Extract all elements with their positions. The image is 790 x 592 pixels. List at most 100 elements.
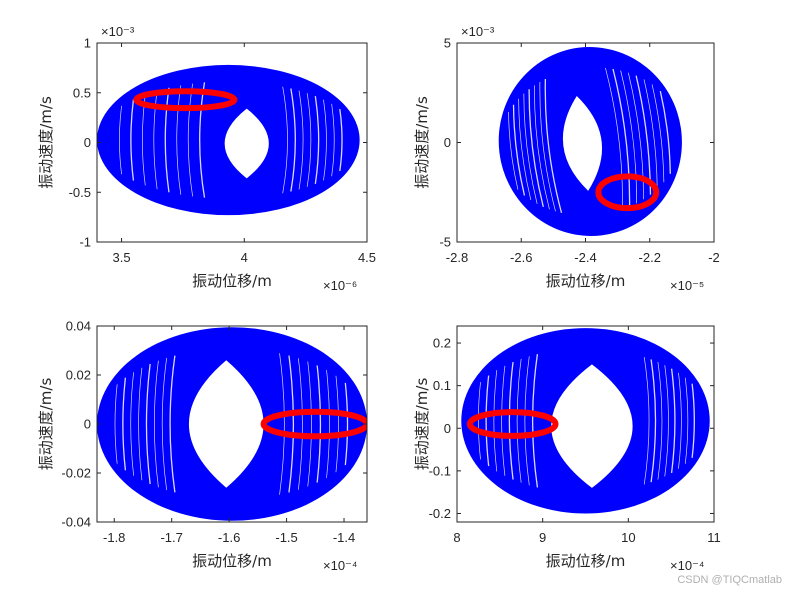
- orbit-gap-line: [627, 72, 644, 200]
- orbit-gap-line: [516, 358, 522, 483]
- orbit-gap-line: [605, 67, 623, 210]
- orbit-gap-line: [651, 84, 665, 183]
- orbit-gap-line: [282, 86, 288, 194]
- x-exponent-label: ×10⁻⁵: [670, 278, 704, 293]
- orbit-gap-line: [684, 377, 689, 464]
- orbit-gap-line: [544, 79, 563, 214]
- orbit-band: [97, 64, 360, 216]
- orbit-gap-line: [153, 90, 158, 190]
- orbit-gap-line: [176, 85, 182, 195]
- orbit-gap-line: [130, 372, 135, 476]
- x-tick-label: 4: [241, 250, 248, 265]
- x-tick-label: -2.2: [639, 250, 661, 265]
- orbit-gap-line: [306, 93, 312, 187]
- y-tick-label: 0: [444, 135, 451, 150]
- axes-box: [456, 325, 715, 523]
- orbit-gap-line: [657, 362, 663, 480]
- y-tick-label: 0.04: [66, 319, 91, 334]
- orbit-band: [498, 47, 682, 236]
- y-tick-label: 0: [84, 417, 91, 432]
- x-axis-label: 振动位移/m: [192, 272, 272, 290]
- subplot-2: -2.8 -2.6 -2.4 -2.2 -2 -5 0 5 振动位移/m 振动速度/m/s ×10⁻…: [413, 24, 720, 293]
- orbit-gap-line: [288, 355, 295, 493]
- x-tick-label: 9: [539, 530, 546, 545]
- y-axis-label: 振动速度/m/s: [413, 378, 431, 471]
- x-tick-label: 4.5: [358, 250, 376, 265]
- orbit-gap-line: [650, 359, 657, 483]
- y-exponent-label: ×10⁻³: [461, 24, 495, 39]
- orbit-gap-line: [290, 88, 296, 192]
- orbit-gap-line: [518, 98, 532, 201]
- orbit-gap-line: [493, 370, 498, 472]
- y-tick-label: -0.04: [61, 515, 91, 530]
- x-tick-label: -1.4: [333, 530, 355, 545]
- orbit-gap-line: [501, 365, 506, 476]
- orbit-gap-line: [145, 363, 151, 485]
- orbit-gap-line: [670, 368, 676, 473]
- orbit-gap-line: [539, 81, 556, 212]
- orbit-trajectory: [498, 47, 682, 236]
- orbit-gap-line: [122, 377, 127, 471]
- y-tick-label: 1: [84, 36, 91, 51]
- orbit-gap-line: [478, 382, 481, 460]
- x-axis-label: 振动位移/m: [192, 552, 272, 570]
- orbit-gap-line: [643, 357, 650, 485]
- subplot-1: 3.5 4 4.5 -1 -0.5 0 0.5 1 振动位移/m 振动速度/m/s ×10⁻⁶ ×10…: [37, 24, 376, 293]
- x-axis-label: 振动位移/m: [546, 552, 626, 570]
- orbit-hole: [551, 364, 633, 488]
- x-tick-label: -2.8: [446, 250, 468, 265]
- orbit-gap-line: [534, 85, 550, 210]
- x-tick-label: -1.5: [275, 530, 297, 545]
- y-tick-label: 0: [444, 421, 451, 436]
- x-tick-label: -2.4: [574, 250, 596, 265]
- orbit-gap-line: [528, 89, 544, 208]
- orbit-gap-line: [307, 361, 312, 487]
- x-tick-label: -2: [708, 250, 720, 265]
- y-tick-label: 0.02: [66, 368, 91, 383]
- y-axis-label: 振动速度/m/s: [413, 96, 431, 189]
- highlight-ring: [260, 408, 367, 440]
- y-tick-label: 5: [444, 36, 451, 51]
- orbit-gap-line: [485, 375, 490, 467]
- orbit-gap-line: [279, 353, 285, 495]
- orbit-gap-line: [314, 96, 320, 184]
- orbit-gap-line: [298, 90, 304, 190]
- subplot-4: 8 9 10 11 -0.2 -0.1 0 0.1 0.2 振动位移/m 振动速度/m/s ×10⁻⁴: [413, 325, 721, 573]
- orbit-gap-line: [153, 360, 159, 488]
- orbit-hole: [562, 96, 602, 191]
- orbit-gap-line: [187, 83, 194, 197]
- orbit-trajectory: [97, 327, 367, 521]
- orbit-gap-line: [138, 367, 143, 481]
- orbit-gap-line: [130, 99, 135, 181]
- orbit-gap-line: [643, 79, 658, 189]
- orbit-trajectory: [461, 328, 710, 514]
- y-tick-label: -0.2: [429, 506, 451, 521]
- orbit-gap-line: [326, 370, 330, 478]
- y-tick-label: 0.5: [73, 85, 91, 100]
- subplot-3: -1.8 -1.7 -1.6 -1.5 -1.4 -0.04 -0.02 0 0.02 0.04 振…: [37, 319, 368, 573]
- x-tick-label: 10: [621, 530, 635, 545]
- orbit-gap-line: [298, 358, 303, 490]
- orbit-trajectory: [97, 64, 360, 216]
- highlight-ring: [595, 173, 660, 212]
- watermark: CSDN @TIQCmatlab: [677, 574, 782, 586]
- x-tick-label: 3.5: [113, 250, 131, 265]
- orbit-gap-line: [691, 383, 695, 458]
- x-exponent-label: ×10⁻⁴: [670, 558, 705, 573]
- orbit-gap-line: [169, 355, 176, 493]
- orbit-gap-line: [659, 90, 671, 174]
- x-tick-label: -1.6: [218, 530, 240, 545]
- x-axis-label: 振动位移/m: [546, 272, 626, 290]
- orbit-gap-line: [524, 356, 530, 486]
- orbit-gap-line: [161, 357, 167, 491]
- orbit-gap-line: [323, 99, 327, 181]
- y-axis-label: 振动速度/m/s: [37, 96, 55, 189]
- x-exponent-label: ×10⁻⁶: [323, 278, 357, 293]
- orbit-band: [461, 328, 710, 514]
- orbit-gap-line: [620, 70, 637, 204]
- y-tick-label: 0.1: [433, 378, 451, 393]
- orbit-hole: [224, 108, 269, 179]
- orbit-gap-line: [335, 375, 339, 473]
- orbit-gap-line: [316, 365, 322, 483]
